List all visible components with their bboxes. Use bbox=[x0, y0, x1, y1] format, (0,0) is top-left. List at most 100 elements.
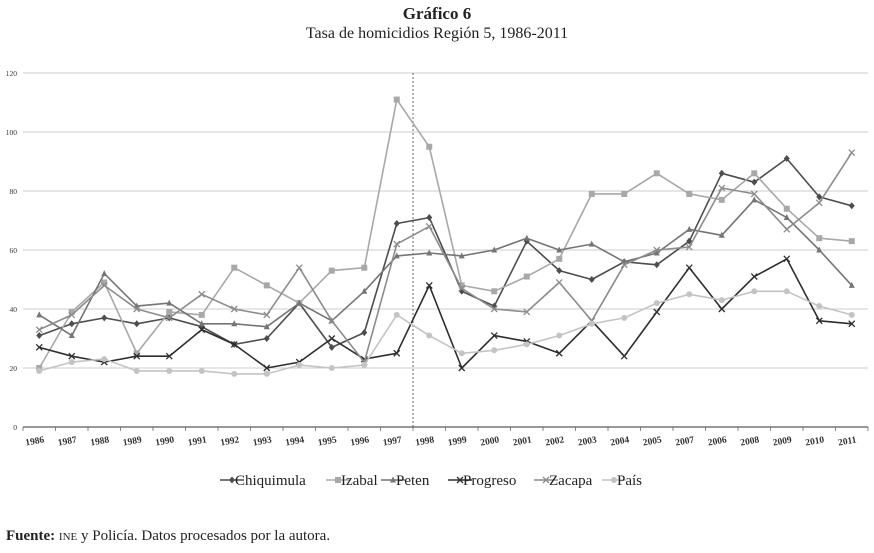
data-point bbox=[229, 476, 235, 484]
x-tick-label: 1998 bbox=[415, 435, 436, 448]
data-point bbox=[458, 350, 465, 357]
data-point bbox=[653, 308, 661, 316]
x-tick-label: 1989 bbox=[122, 435, 143, 448]
x-tick-label: 1996 bbox=[350, 435, 371, 448]
data-point bbox=[328, 267, 335, 274]
data-point bbox=[523, 273, 530, 280]
data-point bbox=[230, 340, 238, 348]
data-point bbox=[328, 365, 335, 371]
data-point bbox=[361, 287, 368, 294]
data-point bbox=[848, 320, 856, 328]
data-point bbox=[35, 326, 43, 334]
data-point bbox=[653, 300, 660, 307]
data-point bbox=[555, 349, 563, 357]
data-point bbox=[328, 317, 336, 325]
y-tick-label: 0 bbox=[13, 423, 17, 432]
data-point bbox=[718, 297, 725, 304]
x-tick-label: 2009 bbox=[772, 435, 793, 448]
x-tick-label: 1987 bbox=[57, 435, 78, 448]
data-point bbox=[750, 190, 758, 198]
data-point bbox=[231, 320, 238, 327]
data-point bbox=[100, 281, 108, 289]
data-point bbox=[198, 367, 205, 374]
x-tick-label: 1995 bbox=[317, 435, 338, 448]
legend-label: Peten bbox=[396, 473, 430, 489]
series-progreso bbox=[35, 255, 856, 372]
x-tick-label: 2011 bbox=[837, 435, 857, 448]
source-note: Fuente: INE y Policía. Datos procesados … bbox=[6, 528, 330, 545]
legend-label: Chiquimula bbox=[235, 473, 306, 489]
data-point bbox=[620, 352, 628, 360]
data-point bbox=[101, 270, 108, 277]
legend-label: Zacapa bbox=[549, 473, 593, 489]
x-tick-label: 2001 bbox=[512, 435, 533, 448]
data-point bbox=[426, 143, 433, 150]
data-point bbox=[335, 477, 341, 483]
data-point bbox=[230, 305, 238, 313]
data-point bbox=[426, 214, 433, 222]
data-point bbox=[68, 311, 76, 319]
data-point bbox=[36, 332, 43, 340]
y-tick-label: 100 bbox=[6, 128, 18, 137]
x-tick-label: 2002 bbox=[545, 435, 566, 448]
data-point bbox=[816, 303, 823, 310]
line-chart: 0 20 40 60 80 100 120 1986 1987 1988 1989 1990 1991 1… bbox=[6, 69, 869, 489]
x-tick-label: 2008 bbox=[740, 435, 761, 448]
x-tick-label: 2003 bbox=[577, 435, 598, 448]
data-point bbox=[611, 477, 617, 483]
data-point bbox=[133, 352, 141, 360]
data-point bbox=[653, 249, 660, 256]
legend: Chiquimula Izabal Peten Progreso Zacapa País bbox=[220, 473, 642, 489]
data-point bbox=[816, 193, 823, 201]
data-point bbox=[133, 305, 141, 313]
data-point bbox=[328, 343, 335, 351]
legend-item: País bbox=[602, 473, 642, 489]
data-point bbox=[198, 326, 206, 334]
data-point bbox=[848, 281, 855, 288]
data-point bbox=[685, 264, 693, 272]
data-point bbox=[556, 246, 563, 253]
y-tick-label: 80 bbox=[10, 187, 18, 196]
x-tick-label: 2007 bbox=[675, 435, 696, 448]
series-line bbox=[39, 157, 853, 349]
data-point bbox=[848, 311, 855, 318]
data-point bbox=[490, 305, 498, 313]
data-point bbox=[231, 370, 238, 377]
data-point bbox=[165, 314, 173, 322]
data-point bbox=[263, 323, 270, 330]
data-point bbox=[68, 332, 75, 339]
source-org: INE bbox=[58, 528, 78, 544]
x-tick-label: 1997 bbox=[382, 435, 403, 448]
data-point bbox=[426, 332, 433, 339]
y-tick-label: 40 bbox=[10, 305, 18, 314]
x-tick-label: 1992 bbox=[220, 435, 241, 448]
data-point bbox=[718, 231, 725, 238]
source-text: y Policía. Datos procesados por la autor… bbox=[77, 528, 331, 544]
chart-title: Gráfico 6 bbox=[402, 4, 472, 23]
data-point bbox=[263, 364, 271, 372]
data-point bbox=[685, 243, 693, 251]
data-point bbox=[848, 202, 855, 210]
legend-label: País bbox=[617, 473, 642, 489]
data-point bbox=[751, 288, 758, 295]
data-point bbox=[588, 190, 595, 197]
data-point bbox=[523, 341, 530, 348]
data-point bbox=[783, 255, 791, 263]
data-point bbox=[101, 279, 108, 286]
x-tick-label: 1991 bbox=[187, 435, 208, 448]
series-zacapa bbox=[35, 149, 856, 366]
data-point bbox=[783, 288, 790, 295]
data-point bbox=[390, 476, 396, 483]
data-point bbox=[68, 320, 75, 328]
data-point bbox=[556, 267, 563, 275]
data-point bbox=[393, 219, 400, 227]
x-tick-label: 2010 bbox=[805, 435, 826, 448]
data-point bbox=[542, 476, 550, 484]
data-point bbox=[166, 299, 173, 306]
data-point bbox=[523, 308, 531, 316]
data-point bbox=[588, 276, 595, 283]
data-point bbox=[653, 170, 660, 177]
data-point bbox=[621, 190, 628, 197]
legend-item: Peten bbox=[381, 473, 430, 489]
data-point bbox=[458, 364, 466, 372]
